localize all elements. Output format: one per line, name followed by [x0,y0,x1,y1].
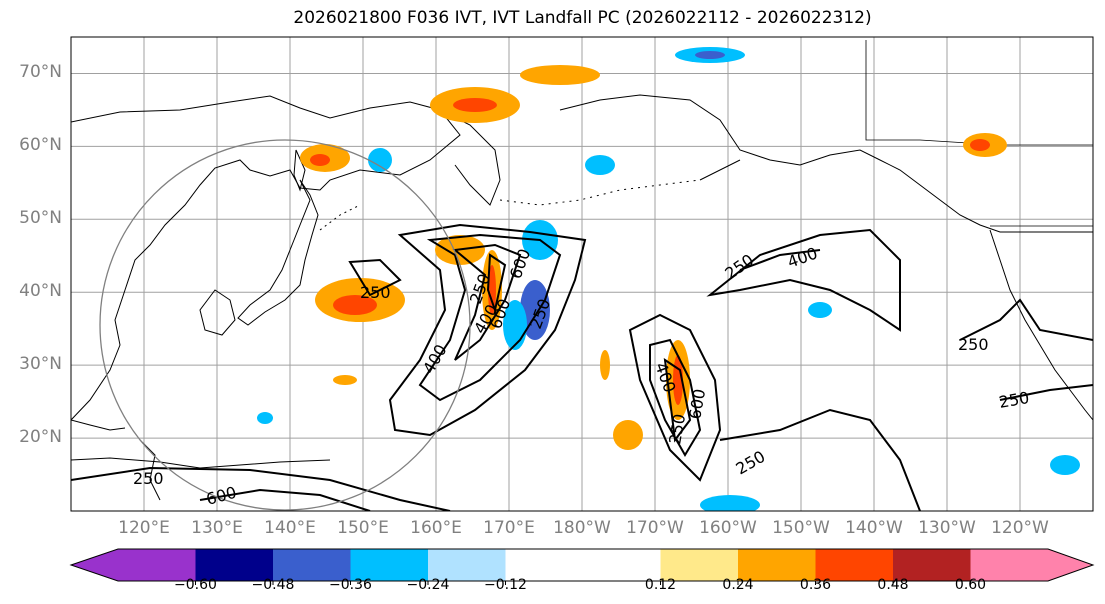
colorbar-tick-label: 0.48 [877,577,909,593]
colorbar-segment [428,549,506,581]
gridlines [71,37,1093,511]
longitude-label: 150°W [772,518,830,538]
chart-title: 2026021800 F036 IVT, IVT Landfall PC (20… [293,8,872,28]
map-area: 250 250 400 250 400 600 400 600 250 600 … [71,37,1093,511]
colorbar-tick-label: −0.24 [406,577,450,593]
latitude-label: 60°N [19,135,62,156]
ivt-contours [71,223,1093,511]
colorbar-segment [505,549,661,581]
latitude-label: 50°N [19,208,62,229]
longitude-label: 180°W [553,518,611,538]
longitude-label: 120°E [118,518,170,538]
colorbar-segment [970,549,1048,581]
colorbar-segment [273,549,351,581]
colorbar [69,548,1095,585]
colorbar-segment [660,549,738,581]
longitude-label: 140°E [264,518,316,538]
latitude-label: 40°N [19,281,62,302]
colorbar-segment [738,549,816,581]
longitude-label: 130°W [918,518,976,538]
colorbar-tick-label: 0.36 [799,577,832,593]
colorbar-tick-label: 0.24 [722,577,754,593]
contour-label: 250 [133,469,164,488]
latitude-label: 70°N [19,62,62,83]
colorbar-segment [893,549,971,581]
longitude-label: 120°W [991,518,1049,538]
contour-labels: 250 250 400 250 400 600 400 600 250 600 … [133,243,1031,508]
longitude-label: 170°W [626,518,684,538]
colorbar-tick-label: 0.60 [954,577,987,593]
longitude-label: 160°W [699,518,757,538]
contour-label: 250 [958,335,989,354]
colorbar-segment [815,549,893,581]
contour-label: 250 [360,283,391,302]
longitude-label: 140°W [845,518,903,538]
latitude-label: 30°N [19,354,62,375]
colorbar-tick-label: −0.12 [484,577,527,593]
colorbar-tick-label: −0.60 [174,577,217,593]
colorbar-outline [69,548,1095,582]
colorbar-segment [195,549,273,581]
colorbar-segment [118,549,196,581]
latitude-label: 20°N [19,427,62,448]
ivt-pc-shading [257,47,1080,511]
colorbar-extend-high [1048,549,1093,581]
colorbar-tick-label: −0.36 [329,577,372,593]
coastlines [71,40,1093,501]
longitude-label: 130°E [191,518,243,538]
colorbar-tick-label: 0.12 [644,577,677,593]
longitude-label: 160°E [410,518,462,538]
longitude-label: 170°E [483,518,535,538]
colorbar-segment [350,549,428,581]
longitude-label: 150°E [337,518,389,538]
great-circle [99,139,471,511]
map-frame [70,36,1094,512]
colorbar-extend-low [71,549,118,581]
colorbar-tick-label: −0.48 [251,577,295,593]
